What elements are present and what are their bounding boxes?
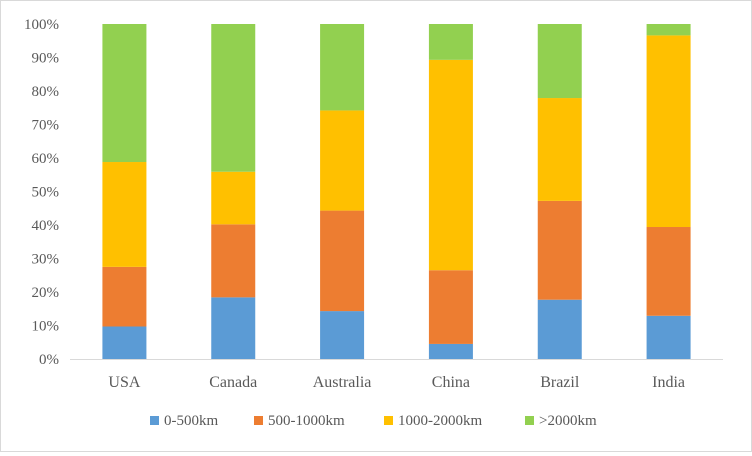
bar-segment bbox=[211, 297, 256, 359]
bar-segment bbox=[428, 270, 473, 344]
legend-label: 1000-2000km bbox=[398, 413, 482, 429]
bar-segment bbox=[211, 171, 256, 225]
bar-segment bbox=[102, 24, 147, 163]
legend-swatch bbox=[525, 416, 534, 425]
y-tick-label: 100% bbox=[24, 17, 59, 33]
bar-segment bbox=[102, 266, 147, 327]
legend-label: >2000km bbox=[539, 413, 597, 429]
bar-segment bbox=[537, 299, 582, 359]
bar-segment bbox=[102, 162, 147, 267]
y-tick-label: 10% bbox=[32, 319, 60, 335]
bar-segment bbox=[646, 24, 691, 36]
x-tick-label: China bbox=[432, 374, 470, 391]
y-tick-label: 50% bbox=[32, 185, 60, 201]
x-tick-label: India bbox=[652, 374, 685, 391]
bar-segment bbox=[428, 343, 473, 359]
bar-segment bbox=[320, 311, 365, 359]
x-tick-label: Australia bbox=[313, 374, 372, 391]
bar-segment bbox=[211, 224, 256, 298]
bar-segment bbox=[537, 98, 582, 201]
y-tick-label: 70% bbox=[32, 118, 60, 134]
bar-segment bbox=[537, 200, 582, 300]
x-tick-label: Brazil bbox=[540, 374, 580, 391]
y-tick-label: 80% bbox=[32, 84, 60, 100]
bar-segment bbox=[320, 24, 365, 111]
bar-segment bbox=[646, 35, 691, 228]
legend-swatch bbox=[150, 416, 159, 425]
y-axis: 0% 10% 20% 30% 40% 50% 60% 70% 80% 90% 100% bbox=[24, 17, 59, 368]
bar-segment bbox=[320, 210, 365, 312]
bar-segment bbox=[537, 24, 582, 99]
y-tick-label: 20% bbox=[32, 285, 60, 301]
bar-segment bbox=[428, 59, 473, 271]
y-tick-label: 60% bbox=[32, 151, 60, 167]
legend-label: 500-1000km bbox=[268, 413, 345, 429]
bar-segment bbox=[646, 315, 691, 359]
x-axis: USA Canada Australia China Brazil India bbox=[70, 359, 723, 391]
bar-segment bbox=[428, 24, 473, 60]
y-tick-label: 40% bbox=[32, 218, 60, 234]
legend-swatch bbox=[254, 416, 263, 425]
bar-segment bbox=[646, 227, 691, 316]
y-tick-label: 0% bbox=[39, 352, 59, 368]
legend-label: 0-500km bbox=[164, 413, 218, 429]
y-tick-label: 30% bbox=[32, 252, 60, 268]
legend: 0-500km 500-1000km 1000-2000km >2000km bbox=[150, 413, 597, 429]
bar-segment bbox=[102, 326, 147, 359]
y-tick-label: 90% bbox=[32, 51, 60, 67]
bar-segment bbox=[211, 24, 256, 172]
bar-segment bbox=[320, 110, 365, 211]
x-tick-label: Canada bbox=[209, 374, 257, 391]
bars-group bbox=[102, 24, 691, 359]
x-tick-label: USA bbox=[108, 374, 140, 391]
legend-swatch bbox=[384, 416, 393, 425]
